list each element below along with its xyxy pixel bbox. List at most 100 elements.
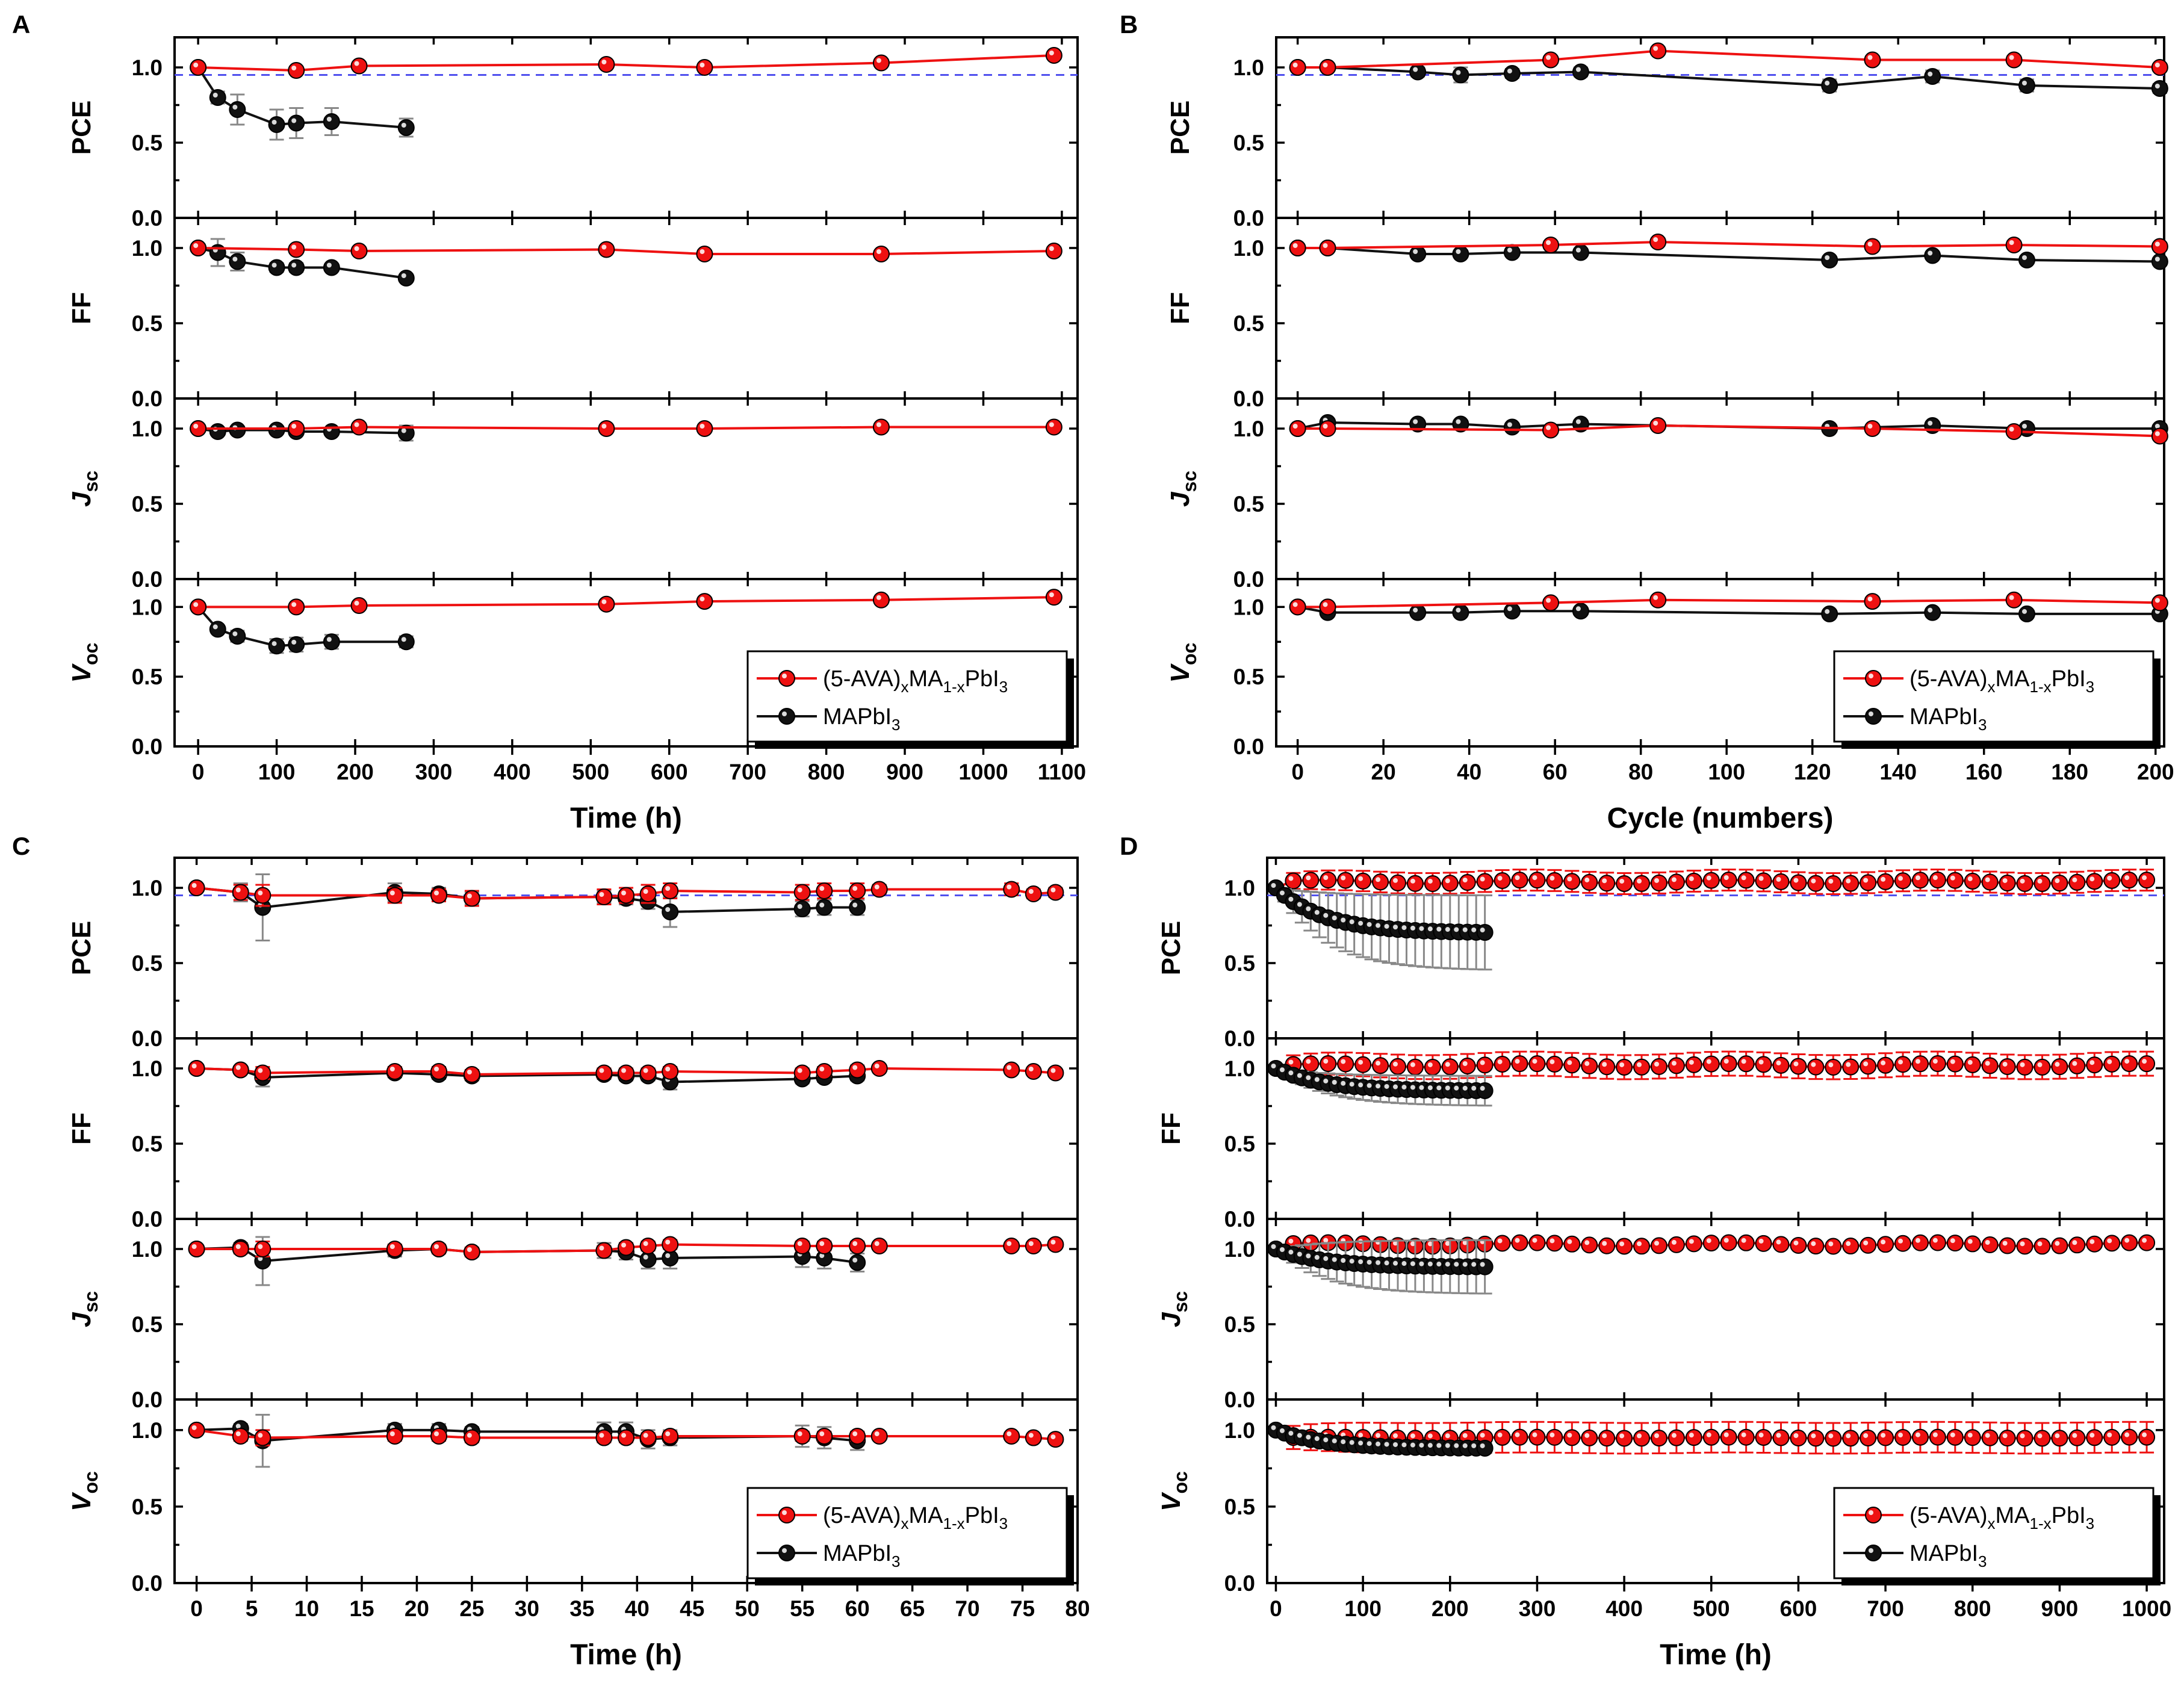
series-control-point-highlight	[852, 1257, 858, 1263]
series-modified-point	[662, 882, 679, 899]
subplot-frame	[173, 397, 1079, 580]
series-modified-point	[1720, 1055, 1737, 1073]
series-modified-point	[1319, 59, 1336, 76]
series-modified-point-highlight	[819, 1241, 825, 1246]
series-modified-line	[198, 426, 1054, 430]
series-control-point-highlight	[291, 262, 297, 268]
y-tick-label: 0.0	[132, 206, 163, 231]
series-modified-point-highlight	[2107, 875, 2112, 881]
series-modified-point-highlight	[1741, 1432, 1746, 1437]
y-axis-label-main: FF	[1165, 292, 1195, 324]
series-modified-point-highlight	[1427, 1241, 1433, 1247]
x-tick-label: 600	[1780, 1596, 1817, 1621]
series-modified-point-highlight	[1445, 878, 1450, 884]
series-modified-point-highlight	[1480, 1060, 1485, 1065]
series-modified-point	[1045, 418, 1063, 436]
series-modified-point	[2068, 1429, 2086, 1446]
subplot-voc: 0.0 0.5 1.0 0 100 200 300 400 500 600 700 800 900 100…	[67, 578, 1086, 784]
series-modified-point-highlight	[2020, 1433, 2025, 1439]
series-modified-point-highlight	[1410, 1241, 1415, 1247]
series-modified-point	[1337, 872, 1354, 889]
series-modified-point	[1864, 420, 1881, 437]
series-modified-point-highlight	[1811, 1433, 1816, 1439]
series-modified-point	[1511, 872, 1528, 889]
legend-control-label: MAPbI3	[1909, 704, 1987, 734]
series-control-point-highlight	[1271, 1425, 1276, 1430]
legend-modified-part: 3	[999, 678, 1008, 696]
series-modified-point-highlight	[1985, 1240, 1990, 1245]
series-modified-point-highlight	[1584, 877, 1590, 882]
series-modified-point-highlight	[1376, 877, 1381, 882]
series-modified-point	[598, 420, 615, 437]
subplot-pce: 0.0 0.5 1.0 PCE	[1156, 857, 2165, 1051]
series-modified-point	[1946, 1235, 1964, 1252]
series-modified-point-highlight	[1671, 1239, 1677, 1245]
series-control-point-highlight	[1358, 1440, 1363, 1446]
series-modified-point	[1528, 1234, 1546, 1251]
series-modified-point	[1685, 1235, 1702, 1253]
x-tick-label: 900	[886, 760, 923, 784]
series-modified-point	[2121, 1234, 2138, 1251]
series-modified-point-highlight	[2089, 876, 2095, 882]
series-modified-point	[1494, 1235, 1511, 1252]
series-modified-point-highlight	[1741, 1059, 1746, 1064]
series-modified-point-highlight	[1323, 602, 1328, 607]
series-modified-point-highlight	[665, 1431, 671, 1436]
series-control-point	[268, 637, 285, 655]
series-modified-point-highlight	[1049, 51, 1054, 55]
series-modified-point	[1546, 1055, 1563, 1073]
series-modified-point-highlight	[1007, 884, 1012, 890]
y-axis-label-sub: oc	[1170, 1471, 1191, 1493]
series-control-point-highlight	[1384, 1260, 1389, 1266]
series-modified-point	[1946, 1055, 1964, 1073]
series-modified-point	[1289, 420, 1306, 437]
series-modified-point	[1981, 1236, 1999, 1254]
legend-modified-part: 1-x	[2030, 1514, 2052, 1533]
series-modified-point	[1476, 1056, 1494, 1074]
series-modified-point-highlight	[1689, 1059, 1694, 1065]
legend-modified-part: PbI	[965, 1503, 999, 1528]
legend-control-main: MAPbI	[823, 1541, 892, 1566]
series-modified-point-highlight	[2002, 878, 2008, 883]
legend-control-main: MAPbI	[823, 704, 892, 730]
series-modified-point-highlight	[2020, 1241, 2025, 1247]
y-tick-label: 1.0	[1233, 417, 1264, 441]
series-modified-point	[1581, 1236, 1598, 1254]
series-control-point	[209, 89, 226, 106]
series-modified-point	[1563, 1235, 1581, 1253]
series-control-point-highlight	[1507, 606, 1512, 612]
series-modified-point	[872, 54, 890, 72]
series-control-point-highlight	[291, 639, 297, 645]
series-modified-point	[350, 243, 368, 259]
x-tick-label: 700	[729, 760, 766, 784]
series-control-point	[229, 101, 246, 118]
series-modified-point-highlight	[1689, 1239, 1694, 1244]
series-control-point-highlight	[1462, 1443, 1468, 1448]
series-modified-point-highlight	[1915, 875, 1920, 881]
legend-control-marker-highlight	[1869, 711, 1873, 716]
series-modified-point	[1045, 589, 1063, 606]
series-control-point-highlight	[1413, 419, 1418, 424]
series-modified-point	[1494, 1428, 1511, 1446]
series-modified-point-highlight	[1828, 878, 1834, 884]
series-modified-point	[188, 879, 205, 896]
series-modified-point-highlight	[1567, 1433, 1572, 1438]
y-axis-label-main: V	[67, 1492, 96, 1511]
series-modified-point	[1755, 872, 1772, 890]
legend-control-sub: 3	[1978, 716, 1987, 734]
series-modified-point	[1389, 874, 1406, 891]
series-modified-point	[1389, 1058, 1406, 1075]
series-modified-point	[2103, 1235, 2121, 1252]
series-control-point-highlight	[1928, 250, 1933, 256]
series-control-point	[1503, 603, 1521, 620]
series-modified-point-highlight	[1915, 1059, 1920, 1064]
series-modified-point-highlight	[852, 1065, 858, 1070]
subplot-voc: 0.0 0.5 1.0 0 20 40 60 80 100 120 140 160 180 200 Voc	[1165, 578, 2174, 784]
series-modified-point	[1563, 1429, 1581, 1446]
series-modified-point	[2086, 1056, 2103, 1074]
series-control-point-highlight	[1471, 927, 1477, 932]
series-modified-point	[1354, 1056, 1372, 1073]
x-tick-label: 160	[1965, 760, 2003, 784]
legend-modified-part: (5-AVA)	[1909, 1503, 1988, 1528]
